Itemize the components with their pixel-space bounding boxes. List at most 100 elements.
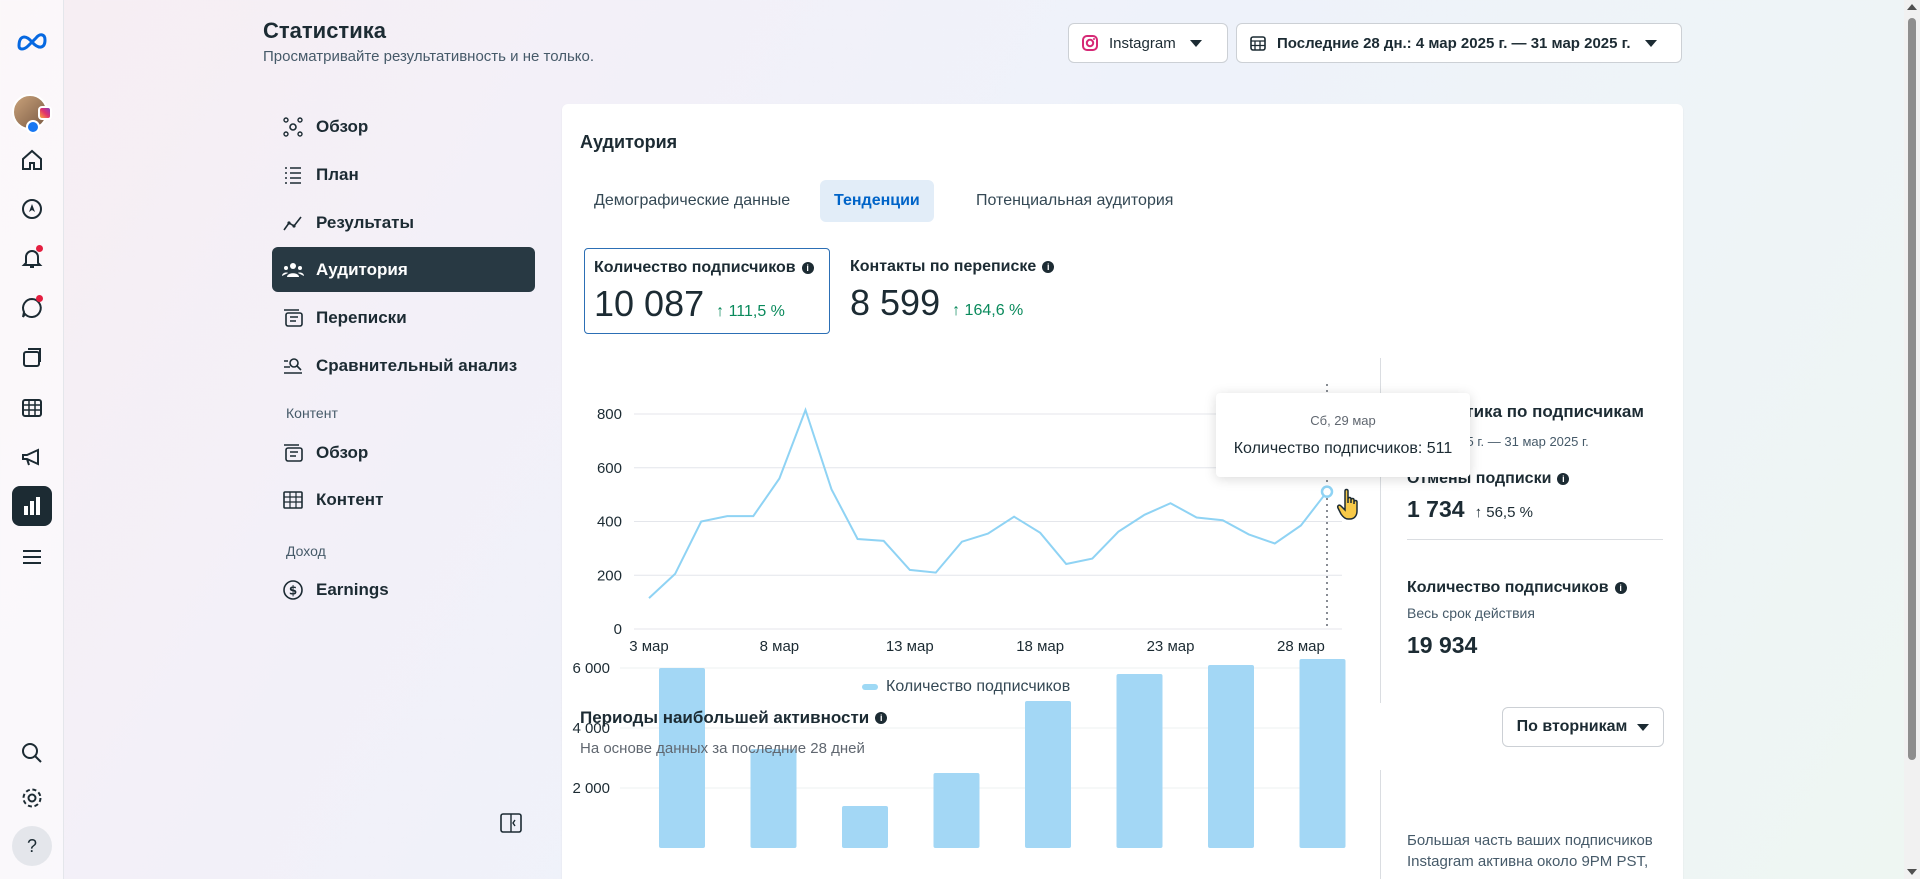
insights-icon[interactable]	[12, 486, 52, 526]
overview-icon	[283, 116, 303, 137]
page-subtitle: Просматривайте результативность и не тол…	[263, 48, 595, 65]
nav-item-earnings[interactable]: $ Earnings	[272, 567, 535, 612]
nav-section-content: Контент	[286, 405, 338, 421]
settings-icon[interactable]	[12, 778, 52, 818]
meta-logo-icon[interactable]	[12, 22, 52, 62]
info-icon[interactable]: i	[875, 712, 888, 724]
date-range-label: Последние 28 дн.: 4 мар 2025 г. — 31 мар…	[1277, 34, 1631, 52]
metric-followers[interactable]: Количество подписчиков i 10 087 ↑ 111,5 %	[584, 248, 830, 334]
nav-item-content-overview[interactable]: Обзор	[272, 430, 535, 475]
x-tick-label: 28 мар	[1277, 638, 1325, 655]
nav-label: Аудитория	[316, 259, 408, 279]
chevron-down-icon	[1644, 39, 1657, 47]
platform-dropdown[interactable]: Instagram	[1068, 23, 1228, 63]
activity-bar	[933, 773, 980, 848]
followers-total-value: 19 934	[1407, 632, 1478, 658]
help-label: ?	[26, 835, 37, 856]
instagram-icon	[1082, 35, 1098, 51]
collapse-sidebar-icon[interactable]	[499, 812, 523, 834]
tab-potential-audience[interactable]: Потенциальная аудитория	[976, 192, 1174, 209]
search-icon[interactable]	[12, 733, 52, 773]
legend-swatch	[862, 684, 878, 690]
x-tick-label: 3 мар	[629, 638, 669, 655]
activity-bar	[1208, 665, 1254, 848]
avatar[interactable]	[12, 94, 52, 134]
bar-y-tick-label: 4 000	[572, 720, 610, 737]
day-select-dropdown[interactable]: По вторникам	[1502, 707, 1664, 747]
nav-item-benchmark[interactable]: Сравнительный анализ	[272, 343, 535, 388]
nav-item-plan[interactable]: План	[272, 152, 535, 197]
pages-icon[interactable]	[12, 338, 52, 378]
hover-point	[1320, 485, 1334, 498]
help-icon[interactable]: ?	[12, 826, 52, 866]
page-title: Статистика	[263, 18, 386, 43]
nav-label: Переписки	[316, 307, 407, 327]
nav-item-results[interactable]: Результаты	[272, 200, 535, 245]
tooltip-date: Сб, 29 мар	[1310, 413, 1376, 428]
chevron-down-icon	[1637, 723, 1650, 731]
nav-label: Обзор	[316, 116, 369, 136]
audience-icon	[282, 262, 304, 277]
nav-item-overview[interactable]: Обзор	[272, 104, 535, 149]
info-icon[interactable]: i	[1614, 582, 1627, 594]
charts-svg: 0 200 400 600 800 3 мар 8 мар 13 мар 18 мар 23 ма…	[572, 384, 1346, 848]
page-scrollbar[interactable]	[1904, 0, 1920, 879]
nav-item-messages[interactable]: Переписки	[272, 295, 535, 340]
info-icon[interactable]: i	[1042, 261, 1055, 273]
chat-icon[interactable]	[12, 288, 52, 328]
scroll-down-icon[interactable]	[1907, 869, 1917, 875]
messages-icon	[284, 308, 303, 327]
table-icon[interactable]	[12, 388, 52, 428]
tab-demographics[interactable]: Демографические данные	[594, 192, 791, 209]
tab-trends[interactable]: Тенденции	[820, 180, 934, 222]
peak-times-title: Периоды наибольшей активности i	[580, 708, 888, 728]
benchmark-icon	[284, 357, 302, 374]
y-tick-label: 800	[597, 406, 622, 423]
metric-messaging-contacts[interactable]: Контакты по переписке i 8 599 ↑ 164,6 %	[841, 248, 1101, 334]
left-rail: ?	[0, 0, 64, 879]
metric-label: Контакты по переписке	[850, 258, 1037, 275]
nav-item-content[interactable]: Контент	[272, 477, 535, 522]
x-tick-label: 8 мар	[760, 638, 800, 655]
plan-icon	[285, 166, 301, 184]
unfollows-value: 1 734 ↑ 56,5 %	[1407, 496, 1533, 522]
x-tick-label: 23 мар	[1147, 638, 1195, 655]
megaphone-icon[interactable]	[12, 437, 52, 477]
bar-y-tick-label: 6 000	[572, 660, 610, 677]
y-tick-label: 600	[597, 460, 622, 477]
activity-bar	[1299, 659, 1346, 848]
nav-label: Earnings	[316, 579, 389, 599]
x-tick-label: 18 мар	[1016, 638, 1064, 655]
dollar-icon: $	[283, 579, 303, 600]
legend-label: Количество подписчиков	[886, 678, 1071, 695]
day-select-label: По вторникам	[1516, 718, 1628, 735]
audience-card: Аудитория Демографические данные Тенденц…	[562, 104, 1683, 879]
content-overview-icon	[284, 443, 303, 462]
x-tick-label: 13 мар	[886, 638, 934, 655]
activity-bar	[659, 668, 705, 848]
tooltip-text: Количество подписчиков: 511	[1233, 440, 1453, 457]
hand-cursor-icon	[1337, 488, 1358, 520]
compass-icon[interactable]	[12, 189, 52, 229]
activity-bar	[842, 806, 888, 848]
y-tick-label: 0	[614, 621, 622, 638]
content-table-icon	[283, 490, 303, 509]
nav-label: Обзор	[316, 442, 369, 462]
metric-value: 8 599	[850, 282, 941, 323]
info-icon[interactable]: i	[1557, 473, 1570, 485]
menu-icon[interactable]	[12, 537, 52, 577]
home-icon[interactable]	[12, 140, 52, 180]
scrollbar-thumb[interactable]	[1908, 18, 1916, 760]
metric-value: 10 087	[594, 283, 705, 324]
peak-times-subtitle: На основе данных за последние 28 дней	[580, 740, 865, 757]
activity-bar	[1116, 674, 1163, 848]
scroll-up-icon[interactable]	[1907, 4, 1917, 10]
date-range-dropdown[interactable]: Последние 28 дн.: 4 мар 2025 г. — 31 мар…	[1236, 23, 1682, 63]
info-icon[interactable]: i	[801, 262, 814, 274]
metric-change: ↑ 164,6 %	[952, 302, 1024, 319]
nav-label: Результаты	[316, 212, 415, 232]
instagram-badge-icon	[38, 106, 52, 120]
bell-icon[interactable]	[12, 238, 52, 278]
nav-item-audience[interactable]: Аудитория	[272, 247, 535, 292]
svg-text:$: $	[289, 583, 297, 597]
